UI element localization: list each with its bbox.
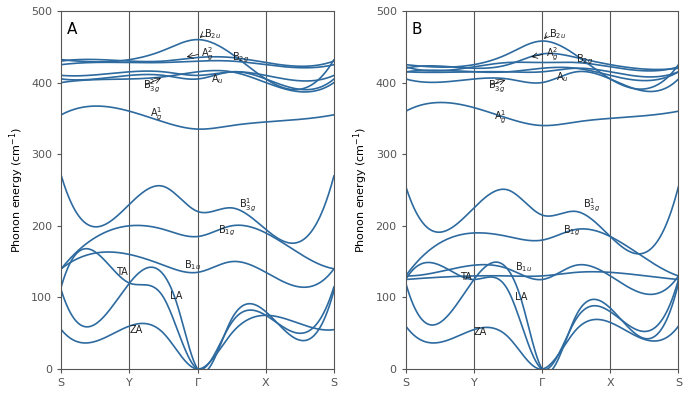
Text: B$_{1u}$: B$_{1u}$ (184, 258, 201, 272)
Text: B$^2_{3g}$: B$^2_{3g}$ (488, 77, 505, 95)
Text: B$_{1g}$: B$_{1g}$ (563, 224, 579, 238)
Text: TA: TA (460, 273, 472, 282)
Y-axis label: Phonon energy (cm$^{-1}$): Phonon energy (cm$^{-1}$) (351, 127, 370, 253)
Text: A$^1_{g}$: A$^1_{g}$ (150, 106, 163, 124)
Text: B$^1_{3g}$: B$^1_{3g}$ (238, 197, 256, 214)
Text: LA: LA (515, 292, 527, 303)
Text: A$^2_{g}$: A$^2_{g}$ (201, 45, 214, 63)
Text: LA: LA (170, 291, 183, 301)
Y-axis label: Phonon energy (cm$^{-1}$): Phonon energy (cm$^{-1}$) (7, 127, 25, 253)
Text: A$^1_{g}$: A$^1_{g}$ (495, 108, 507, 126)
Text: B$_{1g}$: B$_{1g}$ (218, 224, 235, 238)
Text: A$_u$: A$_u$ (212, 72, 224, 86)
Text: ZA: ZA (130, 325, 143, 335)
Text: B$_{2g}$: B$_{2g}$ (232, 50, 249, 65)
Text: B$_{2u}$: B$_{2u}$ (205, 27, 222, 41)
Text: B$_{2u}$: B$_{2u}$ (549, 27, 566, 41)
Text: B$_{2g}$: B$_{2g}$ (576, 53, 593, 67)
Text: TA: TA (116, 267, 127, 277)
Text: B$_{1u}$: B$_{1u}$ (515, 260, 532, 273)
Text: A$_u$: A$_u$ (556, 70, 568, 84)
Text: A$^2_{g}$: A$^2_{g}$ (546, 45, 558, 63)
Text: A: A (67, 22, 77, 37)
Text: B$^1_{3g}$: B$^1_{3g}$ (583, 197, 600, 214)
Text: B: B (411, 22, 422, 37)
Text: ZA: ZA (474, 327, 487, 337)
Text: B$^2_{3g}$: B$^2_{3g}$ (143, 77, 161, 95)
